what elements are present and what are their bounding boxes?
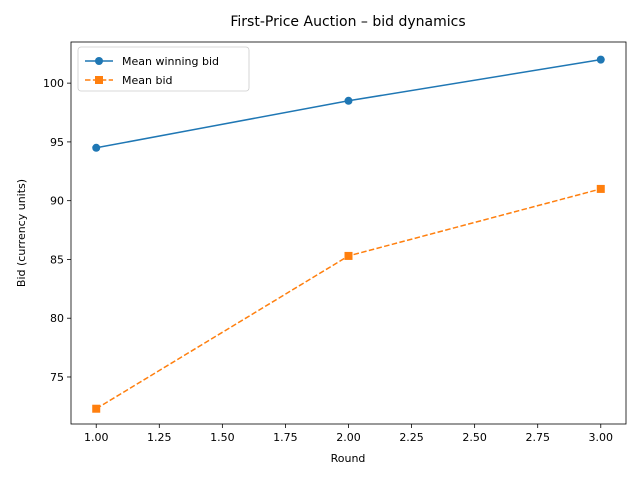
y-tick-label: 90 <box>50 195 64 208</box>
plot-area <box>92 55 605 413</box>
x-tick-label: 2.75 <box>525 431 550 444</box>
series-line-mean-bid <box>95 188 601 410</box>
x-tick-label: 2.25 <box>399 431 424 444</box>
legend-box <box>77 46 250 92</box>
chart-title: First-Price Auction – bid dynamics <box>230 14 465 30</box>
y-tick-label: 80 <box>50 312 64 325</box>
x-axis: 1.00 1.25 1.50 1.75 2.00 2.25 2.50 2.75 3.00 <box>84 424 613 444</box>
legend-marker-mean-winning-bid <box>95 57 103 65</box>
legend-marker-mean-bid <box>95 76 103 84</box>
x-tick-label: 2.00 <box>336 431 361 444</box>
x-axis-label: Round <box>331 452 366 465</box>
y-tick-label: 95 <box>50 136 64 149</box>
y-axis-label: Bid (currency units) <box>15 179 28 287</box>
point-mean-bid <box>344 251 353 260</box>
point-mean-winning-bid <box>596 55 605 64</box>
y-tick-label: 100 <box>43 77 64 90</box>
y-tick-label: 75 <box>50 371 64 384</box>
legend-label: Mean winning bid <box>122 55 219 68</box>
x-tick-label: 1.25 <box>147 431 172 444</box>
x-tick-label: 2.50 <box>462 431 487 444</box>
point-mean-winning-bid <box>92 143 101 152</box>
point-mean-winning-bid <box>344 96 353 105</box>
point-mean-bid <box>92 404 101 413</box>
x-tick-label: 3.00 <box>589 431 614 444</box>
y-tick-label: 85 <box>50 253 64 266</box>
legend: Mean winning bid Mean bid <box>77 46 250 92</box>
x-tick-label: 1.00 <box>84 431 109 444</box>
legend-label: Mean bid <box>122 74 173 87</box>
x-tick-label: 1.50 <box>210 431 235 444</box>
y-axis: 75 80 85 90 95 100 <box>43 77 71 384</box>
x-tick-label: 1.75 <box>273 431 298 444</box>
point-mean-bid <box>596 184 605 193</box>
